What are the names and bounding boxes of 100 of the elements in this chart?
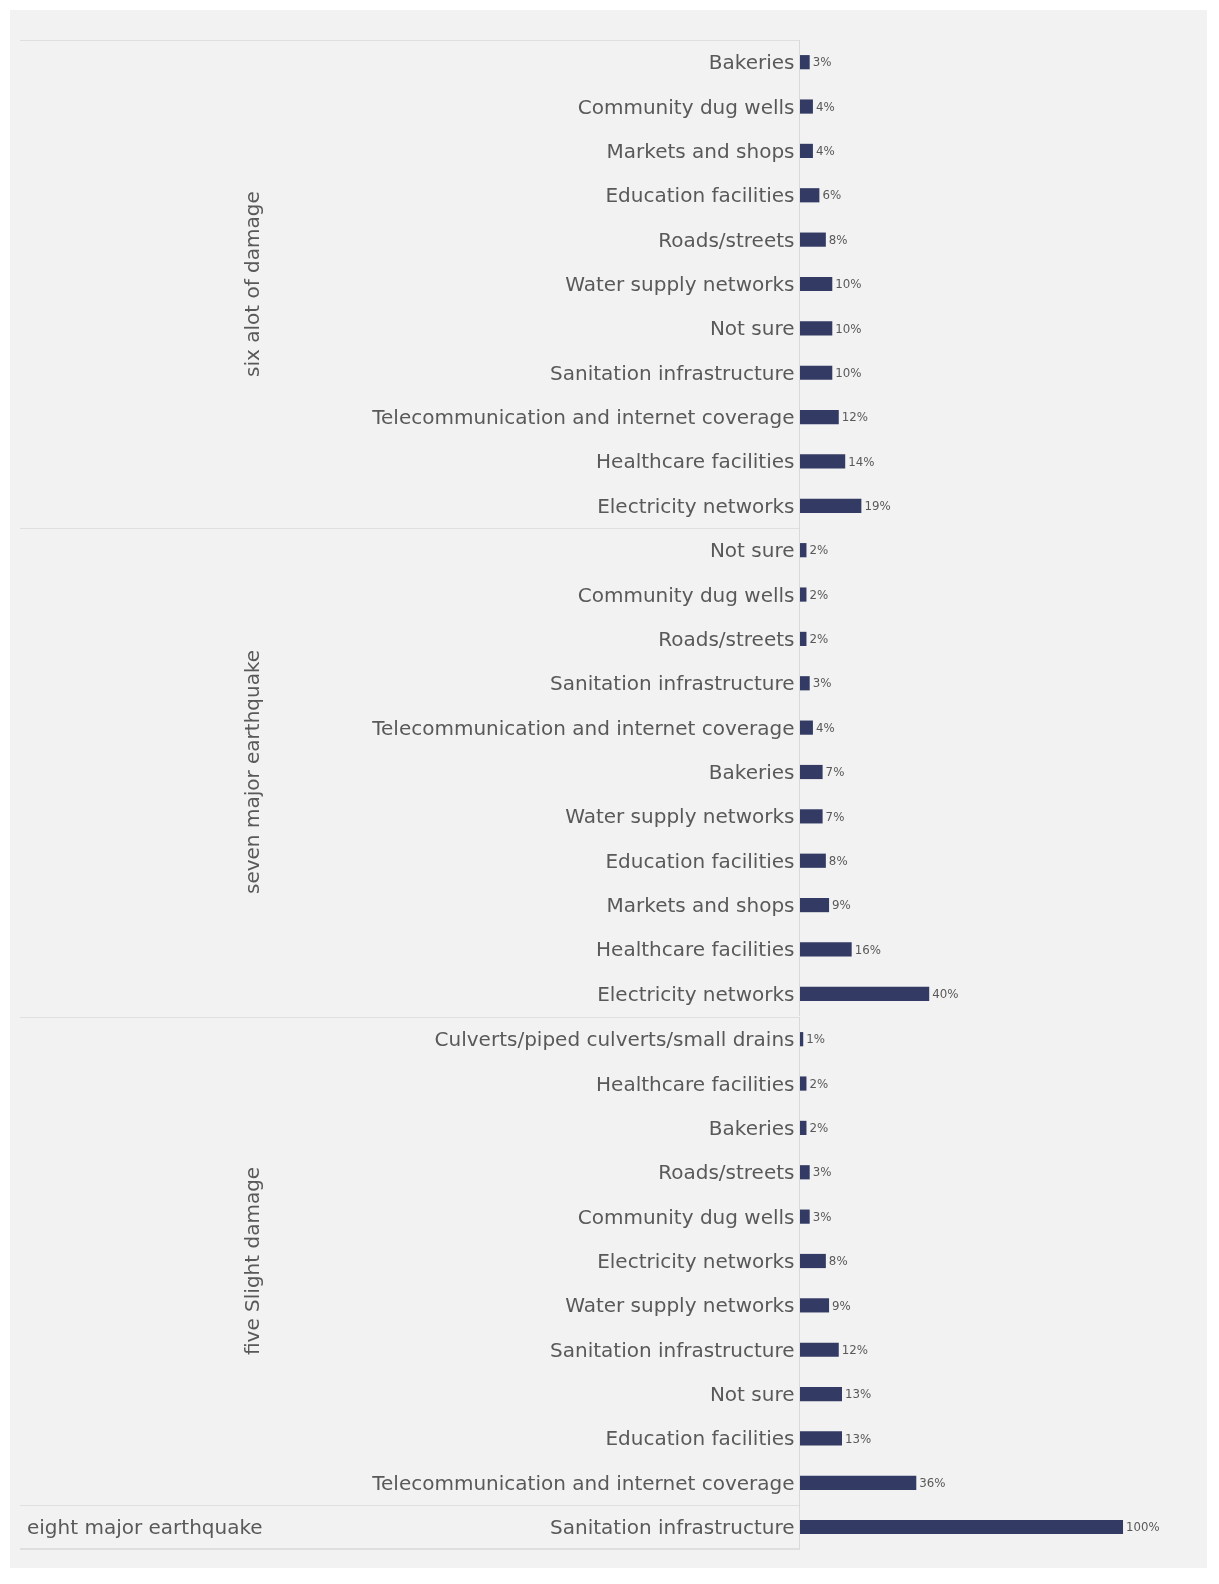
bar xyxy=(800,987,930,1002)
data-label: 13% xyxy=(845,1431,872,1446)
bar xyxy=(800,1386,842,1401)
y-tick-label: Not sure xyxy=(709,316,795,341)
bar xyxy=(800,365,833,380)
bar xyxy=(800,543,807,558)
data-label: 10% xyxy=(835,277,862,292)
data-label: 3% xyxy=(812,55,832,70)
data-label: 12% xyxy=(841,1342,869,1357)
bar xyxy=(800,1475,917,1490)
bar xyxy=(800,1031,804,1047)
y-tick-label: Water supply networks xyxy=(565,804,795,829)
y-tick-label: Sanitation infrastructure xyxy=(550,671,795,696)
bar xyxy=(800,1298,830,1313)
y-tick-label: Roads/streets xyxy=(658,227,795,252)
data-label: 4% xyxy=(815,144,835,159)
data-label: 19% xyxy=(864,498,891,513)
bar xyxy=(800,1120,807,1135)
y-tick-label: Education facilities xyxy=(605,183,795,208)
bar xyxy=(800,942,852,957)
bar xyxy=(800,898,830,913)
bar xyxy=(800,720,813,736)
data-label: 2% xyxy=(809,1120,829,1135)
y-tick-label: Markets and shops xyxy=(606,138,795,163)
y-tick-label: Bakeries xyxy=(708,760,795,785)
bar xyxy=(800,676,810,691)
y-tick-label: Roads/streets xyxy=(658,1160,795,1185)
y-tick-label: Community dug wells xyxy=(577,94,795,119)
y-tick-label: Sanitation infrastructure xyxy=(550,1337,795,1362)
y-tick-label: Water supply networks xyxy=(565,272,795,296)
data-label: 3% xyxy=(812,1165,832,1180)
y-tick-label: Community dug wells xyxy=(577,1204,795,1229)
data-label: 12% xyxy=(841,410,869,425)
y-tick-label: Sanitation infrastructure xyxy=(550,360,795,385)
bar xyxy=(800,587,807,603)
bar xyxy=(800,409,839,425)
bar xyxy=(800,232,826,247)
bar xyxy=(800,854,826,869)
y-tick-label: Markets and shops xyxy=(606,893,795,918)
y-tick-label: Bakeries xyxy=(708,50,795,75)
y-tick-label: Water supply networks xyxy=(565,1293,795,1318)
y-tick-label: Bakeries xyxy=(708,1115,795,1140)
data-label: 8% xyxy=(828,1253,848,1268)
y-tick-label: Community dug wells xyxy=(577,582,795,607)
bar xyxy=(800,498,862,513)
y-tick-label: Healthcare facilities xyxy=(596,449,795,474)
data-label: 10% xyxy=(835,321,862,336)
bar xyxy=(800,1164,810,1180)
y-tick-label: Telecommunication and internet coverage xyxy=(371,405,795,430)
bar xyxy=(800,809,823,824)
data-label: 4% xyxy=(815,721,835,736)
bar xyxy=(800,632,807,647)
data-label: 2% xyxy=(809,543,829,558)
y-axis-title: eight major earthquake xyxy=(27,1515,263,1540)
data-label: 13% xyxy=(844,1387,872,1402)
y-tick-label: Healthcare facilities xyxy=(596,1071,795,1096)
bar xyxy=(800,1076,807,1091)
y-tick-label: Roads/streets xyxy=(658,627,795,652)
data-label: 7% xyxy=(825,765,845,780)
data-label: 2% xyxy=(809,1076,829,1091)
data-label: 9% xyxy=(832,1298,851,1313)
bar xyxy=(800,143,813,159)
data-label: 36% xyxy=(919,1475,946,1490)
bar xyxy=(800,321,833,336)
bar xyxy=(800,99,813,114)
y-tick-label: Not sure xyxy=(709,1381,795,1406)
data-label: 3% xyxy=(812,676,832,691)
y-axis-title: six alot of damage xyxy=(240,191,264,377)
data-label: 4% xyxy=(815,99,835,114)
bar xyxy=(800,1431,842,1446)
data-label: 8% xyxy=(828,854,848,869)
data-label: 8% xyxy=(828,232,848,247)
y-tick-label: Education facilities xyxy=(605,849,795,874)
data-label: 2% xyxy=(809,588,829,603)
data-label: 1% xyxy=(806,1032,825,1047)
y-axis-title: seven major earthquake xyxy=(240,650,264,895)
y-tick-label: Telecommunication and internet coverage xyxy=(371,1470,795,1495)
y-axis-title: five Slight damage xyxy=(240,1166,264,1355)
bar xyxy=(800,1209,810,1224)
bar xyxy=(800,188,820,203)
bar xyxy=(800,276,833,292)
data-label: 9% xyxy=(832,898,851,913)
bar xyxy=(800,1342,839,1357)
data-label: 2% xyxy=(809,632,829,647)
y-tick-label: Culverts/piped culverts/small drains xyxy=(434,1026,795,1051)
y-tick-label: Telecommunication and internet coverage xyxy=(371,716,795,741)
data-label: 40% xyxy=(932,987,959,1002)
y-tick-label: Electricity networks xyxy=(597,982,795,1007)
y-tick-label: Electricity networks xyxy=(597,493,795,518)
data-label: 7% xyxy=(825,809,845,824)
bar xyxy=(800,765,823,780)
data-label: 14% xyxy=(848,454,875,469)
data-label: 10% xyxy=(835,365,862,380)
y-tick-label: Healthcare facilities xyxy=(596,937,795,962)
data-label: 3% xyxy=(812,1209,832,1224)
y-tick-label: Sanitation infrastructure xyxy=(550,1515,795,1540)
y-tick-label: Electricity networks xyxy=(597,1248,795,1273)
bar xyxy=(800,454,846,469)
bar xyxy=(800,55,810,70)
bar xyxy=(800,1253,826,1268)
